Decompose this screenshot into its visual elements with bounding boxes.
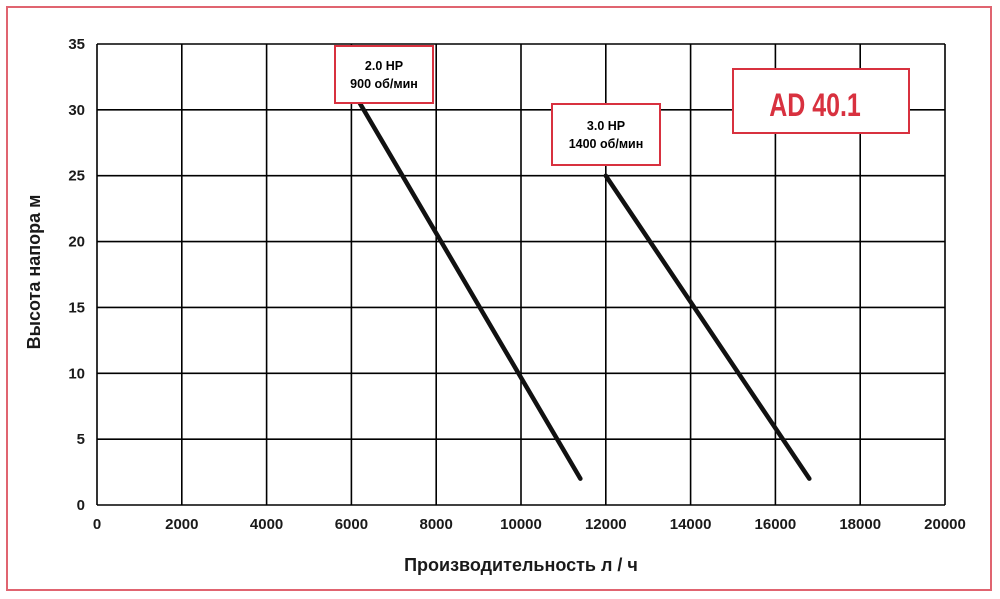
x-tick-label: 10000 <box>500 516 542 533</box>
x-tick-label: 2000 <box>165 516 198 533</box>
tick-labels: 0 2000 4000 6000 8000 10000 12000 14000 16000 180… <box>68 36 966 533</box>
y-tick-label: 25 <box>68 168 85 185</box>
series-label-callout: 3.0 HP 1400 об/мин <box>551 103 661 166</box>
x-tick-label: 14000 <box>670 516 712 533</box>
y-tick-label: 10 <box>68 365 85 382</box>
series-lines <box>357 101 812 481</box>
y-tick-label: 0 <box>77 497 85 514</box>
x-tick-label: 12000 <box>585 516 627 533</box>
x-tick-label: 8000 <box>420 516 453 533</box>
chart-frame <box>6 6 992 591</box>
y-tick-label: 35 <box>68 36 85 53</box>
series-label-callout: 2.0 HP 900 об/мин <box>334 45 434 104</box>
series-label-rpm: 1400 об/мин <box>569 137 644 151</box>
y-axis-title: Высота напора м <box>24 195 44 350</box>
model-label-box: AD 40.1 <box>732 68 910 134</box>
x-tick-label: 18000 <box>839 516 881 533</box>
y-tick-label: 5 <box>77 431 85 448</box>
y-tick-label: 20 <box>68 234 85 251</box>
x-tick-label: 20000 <box>924 516 966 533</box>
series-label-rpm: 900 об/мин <box>350 77 418 91</box>
model-label: AD 40.1 <box>769 88 861 124</box>
x-axis-title: Производительность л / ч <box>404 555 638 575</box>
y-tick-label: 30 <box>68 102 85 119</box>
x-tick-label: 4000 <box>250 516 283 533</box>
x-tick-label: 6000 <box>335 516 368 533</box>
x-tick-label: 16000 <box>755 516 797 533</box>
x-tick-label: 0 <box>93 516 101 533</box>
y-tick-label: 15 <box>68 299 85 316</box>
series-label-hp: 3.0 HP <box>587 119 625 133</box>
series-line <box>603 173 812 481</box>
series-label-hp: 2.0 HP <box>365 59 403 73</box>
series-line <box>357 101 583 481</box>
